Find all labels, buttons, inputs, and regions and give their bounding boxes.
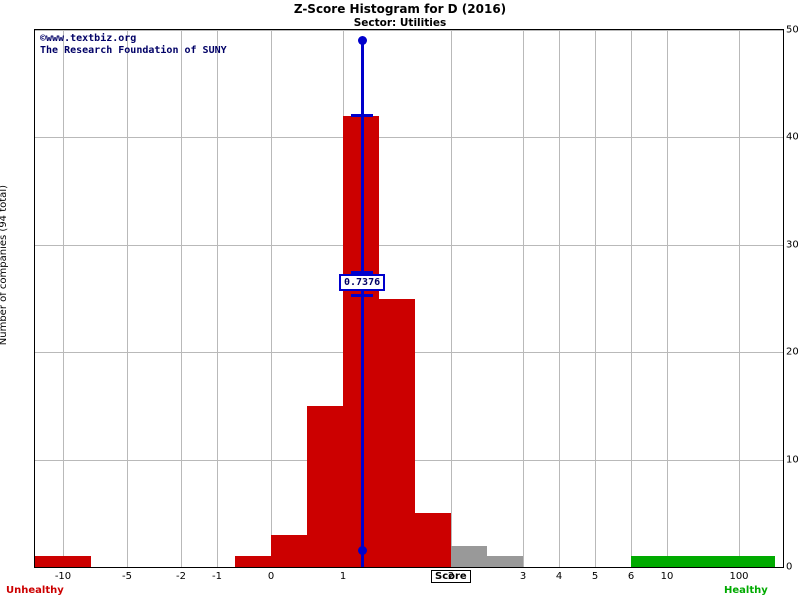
y-axis-tick-label: 50: [786, 24, 799, 36]
y-axis-tick-label: 0: [786, 561, 793, 573]
x-axis-tick-label: -1: [212, 571, 222, 582]
y-axis-tick-label: 10: [786, 454, 799, 466]
x-axis-tick-label: 6: [627, 571, 635, 582]
x-axis-tick-label: -2: [176, 571, 186, 582]
histogram-bar: [271, 534, 307, 567]
histogram-bar: [307, 405, 343, 567]
gridline-vertical: [631, 30, 632, 567]
x-axis-tick-label: 4: [555, 571, 563, 582]
marker-cap: [351, 294, 373, 298]
histogram-bar: [487, 556, 523, 567]
y-axis-label: Number of companies (94 total): [0, 185, 9, 346]
gridline-horizontal: [35, 137, 783, 139]
gridline-vertical: [595, 30, 596, 567]
gridline-vertical: [667, 30, 668, 567]
gridline-vertical: [739, 30, 740, 567]
gridline-vertical: [523, 30, 524, 567]
gridline-vertical: [181, 30, 182, 567]
healthy-label: Healthy: [724, 585, 768, 596]
histogram-bar: [631, 556, 703, 567]
gridline-vertical: [559, 30, 560, 567]
x-axis-tick-label: 5: [591, 571, 599, 582]
histogram-bar: [235, 556, 271, 567]
score-axis-box: Score: [431, 570, 471, 583]
x-axis-tick-label: 10: [660, 571, 674, 582]
x-axis-tick-label: 0: [267, 571, 275, 582]
marker-cap: [351, 270, 373, 274]
x-axis-tick-label: 1: [339, 571, 347, 582]
gridline-vertical: [451, 30, 452, 567]
credit-line-2: The Research Foundation of SUNY: [40, 45, 227, 56]
y-axis-tick-label: 30: [786, 239, 799, 251]
chart-title: Z-Score Histogram for D (2016): [293, 2, 507, 16]
gridline-vertical: [217, 30, 218, 567]
chart-subtitle: Sector: Utilities: [353, 17, 447, 29]
x-axis-tick-label: 3: [519, 571, 527, 582]
credit-line-1: ©www.textbiz.org: [40, 33, 137, 44]
gridline-vertical: [127, 30, 128, 567]
x-axis-tick-label: -5: [122, 571, 132, 582]
histogram-bar: [451, 545, 487, 567]
gridline-vertical: [271, 30, 272, 567]
marker-value-box: 0.7376: [339, 273, 386, 291]
x-axis-tick-label: 100: [729, 571, 749, 582]
unhealthy-label: Unhealthy: [6, 585, 64, 596]
histogram-bar: [415, 513, 451, 567]
x-axis-tick-label: -10: [54, 571, 72, 582]
histogram-bar: [703, 556, 775, 567]
gridline-horizontal: [35, 30, 783, 31]
y-axis-tick-label: 40: [786, 131, 799, 143]
marker-cap: [351, 113, 373, 117]
plot-area: 0.7376: [34, 29, 784, 568]
marker-dot-top: [357, 36, 367, 46]
gridline-horizontal: [35, 244, 783, 246]
gridline-vertical: [63, 30, 64, 567]
histogram-bar: [379, 298, 415, 567]
marker-line: [361, 40, 364, 567]
y-axis-tick-label: 20: [786, 346, 799, 358]
x-axis-tick-label: 2: [447, 571, 455, 582]
histogram-bar: [35, 556, 91, 567]
marker-dot-bottom: [357, 546, 367, 556]
